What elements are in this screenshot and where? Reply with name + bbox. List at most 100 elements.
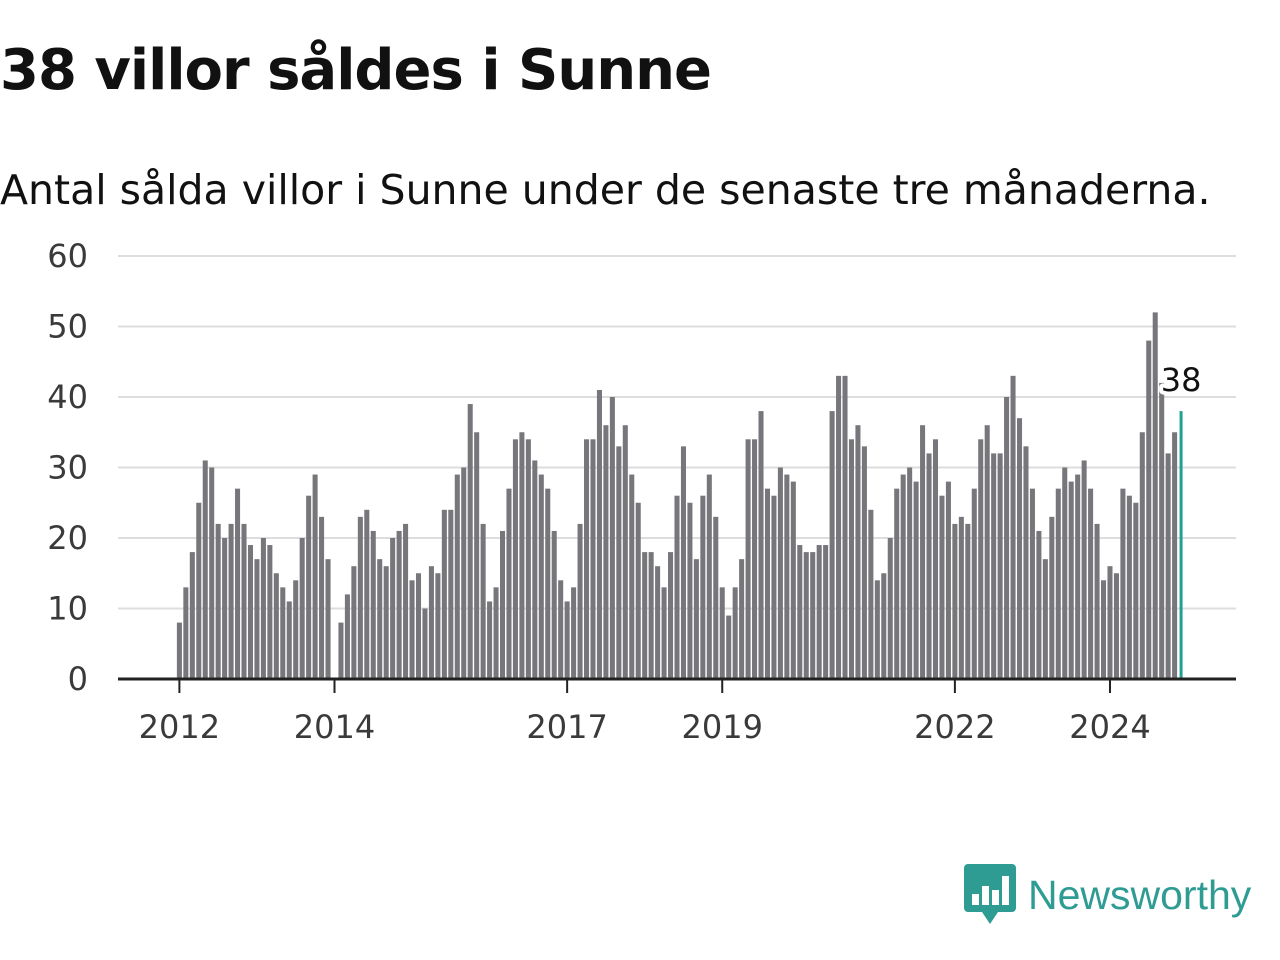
- bar: [1068, 481, 1074, 679]
- bar: [286, 601, 292, 679]
- bar: [1010, 375, 1016, 679]
- highlight-value-label: 38: [1161, 361, 1202, 399]
- bar: [499, 530, 506, 679]
- bar: [1062, 467, 1068, 679]
- y-tick-label: 50: [47, 308, 88, 346]
- y-tick-label: 10: [47, 590, 88, 628]
- bar: [1133, 502, 1139, 679]
- bar: [596, 389, 602, 679]
- bar: [415, 573, 422, 679]
- bar: [403, 523, 409, 679]
- bar: [1107, 566, 1113, 679]
- bar: [590, 439, 596, 679]
- bar: [952, 523, 958, 679]
- bar: [273, 573, 279, 679]
- bar: [706, 474, 712, 679]
- bar: [719, 587, 725, 679]
- bar: [913, 481, 919, 679]
- bar: [235, 488, 241, 679]
- bar: [609, 397, 615, 679]
- bar: [189, 552, 195, 679]
- bar: [622, 425, 628, 679]
- bar: [687, 502, 693, 679]
- bar: [532, 460, 538, 679]
- bar: [874, 580, 880, 679]
- bar: [745, 439, 751, 679]
- bar: [351, 566, 357, 679]
- bar: [435, 573, 441, 679]
- bar: [584, 439, 590, 679]
- bar: [829, 411, 835, 679]
- x-axis: [118, 677, 1236, 693]
- bar: [1023, 446, 1029, 679]
- bar: [396, 530, 402, 679]
- bar: [823, 545, 829, 679]
- bar: [700, 495, 706, 679]
- bar: [965, 523, 971, 679]
- bar: [991, 453, 997, 679]
- bar: [1016, 418, 1023, 679]
- bar: [202, 460, 208, 679]
- bar: [564, 601, 570, 679]
- bar: [241, 523, 247, 679]
- bar: [260, 538, 266, 679]
- bar: [674, 495, 680, 679]
- bar: [939, 495, 945, 679]
- bar: [1113, 573, 1119, 679]
- bar: [454, 474, 460, 679]
- bar: [196, 502, 202, 679]
- bar: [319, 516, 325, 679]
- bar: [920, 425, 926, 679]
- bar: [558, 580, 564, 679]
- bar: [338, 622, 344, 679]
- bar: [487, 601, 493, 679]
- x-tick-label: 2024: [1069, 708, 1150, 746]
- bar: [642, 552, 648, 679]
- bar: [868, 509, 874, 679]
- bar: [480, 523, 486, 679]
- bar: [312, 474, 318, 679]
- bar: [1075, 474, 1081, 679]
- bar: [344, 594, 350, 679]
- bar: [784, 474, 790, 679]
- bar: [907, 467, 913, 679]
- bar: [325, 559, 331, 679]
- bar: [519, 432, 525, 679]
- bar: [668, 552, 674, 679]
- bar-chart: 0 10 20 30 40 50 60 2012 2014 2017 2019 2022 2024 3…: [47, 237, 1236, 746]
- bar: [1004, 397, 1010, 679]
- bar: [364, 509, 370, 679]
- bar: [1081, 460, 1087, 679]
- bar: [900, 474, 906, 679]
- bar: [299, 538, 305, 679]
- bar: [551, 530, 557, 679]
- y-tick-label: 40: [47, 378, 88, 416]
- bars: [176, 312, 1183, 679]
- y-tick-label: 30: [47, 449, 88, 487]
- x-tick-label: 2019: [682, 708, 763, 746]
- bar: [713, 516, 719, 679]
- bar: [545, 488, 551, 679]
- bar: [984, 425, 990, 679]
- annotations: 38: [1157, 357, 1206, 403]
- bar: [1126, 495, 1132, 679]
- bar: [810, 552, 816, 679]
- bar: [493, 587, 499, 679]
- bar: [764, 488, 770, 679]
- bar: [894, 488, 900, 679]
- bar: [422, 608, 428, 679]
- bar: [655, 566, 661, 679]
- bar: [1088, 488, 1094, 679]
- bar: [848, 439, 855, 679]
- y-tick-label: 20: [47, 519, 88, 557]
- bar: [1036, 530, 1042, 679]
- bar: [577, 523, 583, 679]
- bar: [732, 587, 738, 679]
- x-tick-label: 2012: [139, 708, 220, 746]
- bar: [1165, 453, 1171, 679]
- bar: [1139, 432, 1145, 679]
- y-tick-label: 0: [68, 660, 88, 698]
- bar: [971, 488, 977, 679]
- bar: [377, 559, 383, 679]
- bar: [267, 545, 273, 679]
